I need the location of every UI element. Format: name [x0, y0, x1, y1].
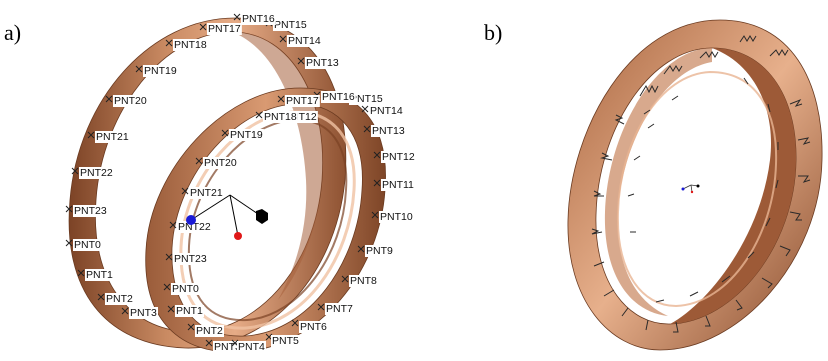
svg-text:PNT17: PNT17 [208, 23, 241, 35]
outer-point: PNT22 [71, 167, 114, 179]
svg-text:PNT9: PNT9 [366, 245, 393, 257]
panel-a: a) PNT0 PNT1 PNT2 PNT3 PNT12 PNT13 PNT14… [4, 13, 416, 353]
svg-text:PNT13: PNT13 [306, 57, 339, 69]
svg-text:PNT15: PNT15 [274, 19, 307, 31]
outer-point: PNT1 [77, 269, 114, 281]
inner-point: PNT10 [371, 211, 414, 223]
svg-text:PNT1: PNT1 [86, 269, 113, 281]
coordinate-triad [186, 194, 268, 240]
outer-point: PNT13 [297, 57, 340, 69]
svg-text:PNT3: PNT3 [214, 341, 241, 353]
outer-point: PNT16 [233, 13, 276, 25]
inner-point: PNT14 [361, 105, 404, 117]
outer-point: PNT14 [279, 35, 322, 47]
svg-text:PNT13: PNT13 [372, 125, 405, 137]
svg-text:PNT11: PNT11 [382, 179, 414, 191]
svg-text:PNT16: PNT16 [242, 13, 275, 25]
inner-point: PNT22 [169, 221, 212, 233]
svg-text:PNT14: PNT14 [370, 105, 403, 117]
inner-point: PNT17 [277, 95, 320, 107]
svg-text:PNT10: PNT10 [380, 211, 413, 223]
panel-a-letter: a) [4, 20, 21, 45]
inner-ring-points: PNT0 PNT1 PNT2 PNT3 PNT4 PNT5 PNT6 PNT7 … [163, 91, 416, 353]
svg-text:PNT0: PNT0 [172, 283, 199, 295]
inner-point: PNT19 [221, 129, 264, 141]
outer-point: PNT19 [135, 65, 178, 77]
bearing-ring [567, 19, 823, 351]
inner-point: PNT15 [341, 93, 384, 105]
inner-point: PNT5 [265, 333, 300, 347]
svg-text:PNT18: PNT18 [264, 111, 297, 123]
svg-text:PNT17: PNT17 [286, 95, 319, 107]
inner-point: PNT11 [373, 179, 416, 191]
outer-point: PNT17 [199, 23, 242, 35]
inner-point: PNT2 [187, 323, 224, 337]
svg-text:PNT21: PNT21 [96, 131, 129, 143]
blue-marker [186, 215, 196, 225]
black-marker [256, 209, 268, 224]
outer-point: PNT3 [121, 307, 158, 319]
svg-text:PNT8: PNT8 [350, 275, 377, 287]
svg-text:PNT19: PNT19 [230, 129, 263, 141]
inner-point: PNT7 [317, 303, 354, 315]
panel-b: b) [484, 19, 823, 351]
svg-text:PNT4: PNT4 [238, 341, 265, 353]
panel-b-letter: b) [484, 20, 502, 45]
center-triad [681, 184, 700, 194]
svg-text:PNT2: PNT2 [196, 325, 223, 337]
red-marker [234, 232, 242, 240]
svg-text:PNT0: PNT0 [74, 239, 101, 251]
outer-point: PNT0 [65, 239, 102, 251]
svg-text:PNT12: PNT12 [382, 151, 415, 163]
svg-text:PNT6: PNT6 [300, 321, 327, 333]
svg-text:PNT7: PNT7 [326, 303, 353, 315]
inner-point: PNT1 [167, 305, 204, 317]
inner-point: PNT6 [291, 319, 328, 333]
svg-text:PNT20: PNT20 [114, 95, 147, 107]
svg-text:PNT22: PNT22 [178, 221, 211, 233]
svg-text:PNT22: PNT22 [80, 167, 113, 179]
inner-point: PNT20 [195, 157, 238, 169]
inner-point: PNT4 [231, 339, 266, 353]
svg-text:PNT5: PNT5 [272, 335, 299, 347]
svg-text:PNT23: PNT23 [174, 253, 207, 265]
svg-text:PNT21: PNT21 [190, 187, 223, 199]
svg-text:PNT20: PNT20 [204, 157, 237, 169]
inner-point: PNT8 [341, 275, 378, 287]
svg-text:PNT16: PNT16 [322, 91, 355, 103]
inner-point: PNT23 [165, 253, 208, 265]
inner-point: PNT13 [363, 125, 406, 137]
svg-text:PNT1: PNT1 [176, 305, 203, 317]
inner-point: PNT0 [163, 283, 200, 295]
spring-markers [591, 35, 811, 333]
svg-text:PNT2: PNT2 [106, 293, 133, 305]
svg-text:PNT19: PNT19 [144, 65, 177, 77]
outer-point: PNT20 [105, 95, 148, 107]
svg-text:PNT14: PNT14 [288, 35, 321, 47]
outer-point: PNT2 [97, 293, 134, 305]
inner-point: PNT9 [357, 245, 394, 257]
svg-text:PNT18: PNT18 [174, 39, 207, 51]
outer-point: PNT18 [165, 39, 208, 51]
svg-text:PNT3: PNT3 [130, 307, 157, 319]
inner-point: PNT12 [373, 151, 416, 163]
svg-text:PNT23: PNT23 [74, 205, 107, 217]
outer-point: PNT21 [87, 131, 130, 143]
inner-point: PNT21 [181, 187, 224, 199]
outer-point: PNT23 [65, 205, 108, 217]
svg-text:PNT15: PNT15 [350, 93, 383, 105]
inner-point: PNT18 [255, 111, 298, 123]
